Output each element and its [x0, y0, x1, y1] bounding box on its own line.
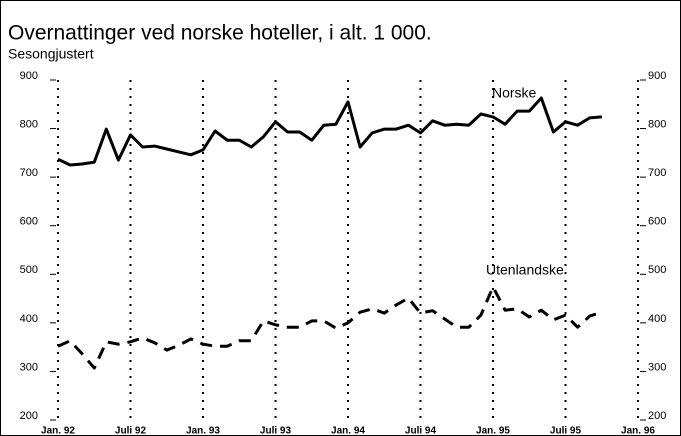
y2-tick-label: 900	[648, 70, 666, 82]
series-label: Norske	[492, 85, 537, 101]
x-tick-label: Jan. 93	[186, 426, 220, 436]
x-tick-label: Jan. 92	[41, 426, 75, 436]
x-tick-label: Juli 93	[260, 426, 292, 436]
y-tick-label: 700	[20, 167, 38, 179]
y2-tick-label: 300	[648, 361, 666, 373]
x-tick-label: Juli 92	[115, 426, 147, 436]
y-tick-label: 900	[20, 70, 38, 82]
x-tick-label: Juli 95	[550, 426, 582, 436]
line-series	[57, 96, 602, 167]
x-tick-label: Jan. 94	[331, 426, 365, 436]
y2-tick-label: 200	[648, 410, 666, 422]
y-tick-label: 300	[20, 361, 38, 373]
chart-title: Overnattinger ved norske hoteller, i alt…	[8, 22, 432, 45]
y2-tick-label: 400	[648, 313, 666, 325]
y2-tick-label: 800	[648, 118, 666, 130]
y-tick-label: 500	[20, 264, 38, 276]
line-series	[57, 285, 603, 370]
chart-subtitle: Sesongjustert	[8, 46, 94, 62]
x-tick-label: Jan. 95	[476, 426, 510, 436]
y-tick-label: 400	[20, 313, 38, 325]
y-tick-label: 600	[20, 216, 38, 228]
y-tick-label: 200	[20, 410, 38, 422]
y2-tick-label: 500	[648, 264, 666, 276]
y2-tick-label: 600	[648, 216, 666, 228]
series-label: Utenlandske	[486, 262, 564, 278]
y-tick-label: 800	[20, 118, 38, 130]
x-tick-label: Jan. 96	[621, 426, 655, 436]
y2-tick-label: 700	[648, 167, 666, 179]
x-tick-label: Juli 94	[405, 426, 437, 436]
